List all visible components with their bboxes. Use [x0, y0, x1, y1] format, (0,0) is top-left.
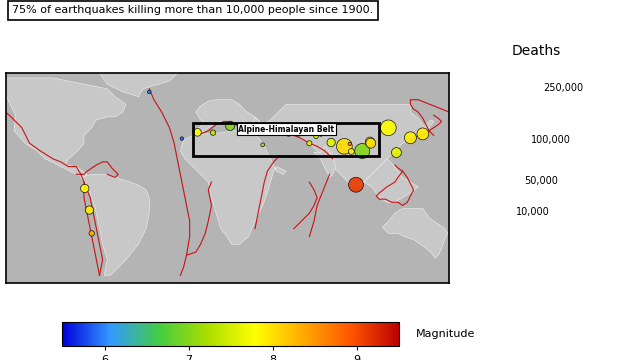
Circle shape	[180, 137, 183, 140]
Circle shape	[366, 137, 374, 146]
Circle shape	[417, 128, 429, 140]
Circle shape	[338, 144, 342, 148]
Text: 100,000: 100,000	[530, 135, 570, 145]
Bar	[193, 123, 379, 156]
Circle shape	[327, 138, 335, 147]
Polygon shape	[81, 174, 149, 275]
Circle shape	[226, 122, 235, 131]
Circle shape	[147, 90, 151, 94]
Circle shape	[298, 127, 304, 134]
Circle shape	[319, 133, 323, 136]
Polygon shape	[180, 131, 286, 244]
Circle shape	[336, 139, 352, 154]
Text: Magnitude: Magnitude	[416, 329, 475, 339]
Circle shape	[293, 126, 304, 136]
Circle shape	[323, 131, 326, 135]
Circle shape	[210, 130, 216, 135]
Circle shape	[238, 123, 246, 132]
Text: 250,000: 250,000	[543, 83, 583, 93]
Circle shape	[251, 124, 256, 130]
Circle shape	[404, 132, 416, 144]
Polygon shape	[193, 100, 263, 135]
Polygon shape	[99, 61, 177, 96]
Circle shape	[349, 177, 363, 192]
Text: 75% of earthquakes killing more than 10,000 people since 1900.: 75% of earthquakes killing more than 10,…	[12, 5, 374, 15]
Circle shape	[348, 149, 354, 154]
Polygon shape	[364, 159, 418, 202]
Polygon shape	[252, 104, 426, 187]
Circle shape	[261, 143, 265, 147]
Circle shape	[354, 144, 370, 158]
Circle shape	[89, 231, 94, 236]
Polygon shape	[314, 146, 336, 177]
Circle shape	[193, 129, 202, 136]
Text: Alpine-Himalayan Belt: Alpine-Himalayan Belt	[238, 125, 334, 134]
Text: 10,000: 10,000	[516, 207, 550, 217]
Circle shape	[281, 128, 287, 134]
Circle shape	[366, 138, 376, 148]
Polygon shape	[411, 120, 434, 140]
Polygon shape	[0, 78, 126, 177]
Circle shape	[85, 206, 94, 214]
Circle shape	[381, 120, 396, 136]
Circle shape	[348, 142, 351, 145]
Circle shape	[80, 184, 89, 193]
Circle shape	[307, 141, 312, 146]
Circle shape	[391, 148, 401, 158]
Polygon shape	[383, 208, 448, 258]
Circle shape	[273, 126, 280, 134]
Circle shape	[286, 130, 291, 136]
Circle shape	[300, 130, 305, 135]
Polygon shape	[466, 246, 479, 261]
Text: 50,000: 50,000	[524, 176, 558, 186]
Text: Deaths: Deaths	[512, 44, 561, 58]
Circle shape	[314, 134, 318, 139]
